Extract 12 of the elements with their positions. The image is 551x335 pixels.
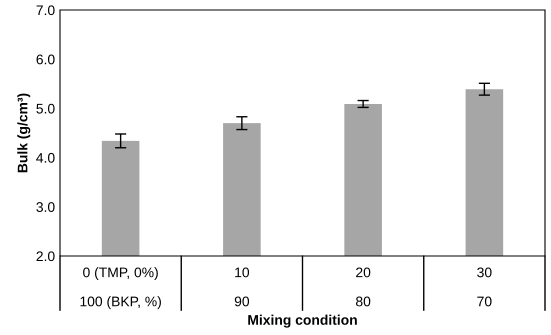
- y-tick-label: 2.0: [36, 251, 55, 262]
- x-tick-label: 0 (TMP, 0%) 100 (BKP, %): [80, 267, 161, 310]
- y-tick-label: 7.0: [36, 5, 55, 16]
- y-tick-label: 6.0: [36, 54, 55, 64]
- y-tick-label: 4.0: [36, 152, 55, 163]
- category-label: 30 70: [477, 267, 492, 306]
- y-axis-title: Bulk (g/cm³): [17, 94, 30, 172]
- x-axis-title: Mixing condition: [248, 314, 357, 328]
- y-tick-label: 5.0: [36, 104, 55, 114]
- category-label: 10 90: [234, 267, 250, 306]
- category-label: 20 80: [356, 267, 370, 306]
- y-tick-label: 3.0: [36, 202, 55, 212]
